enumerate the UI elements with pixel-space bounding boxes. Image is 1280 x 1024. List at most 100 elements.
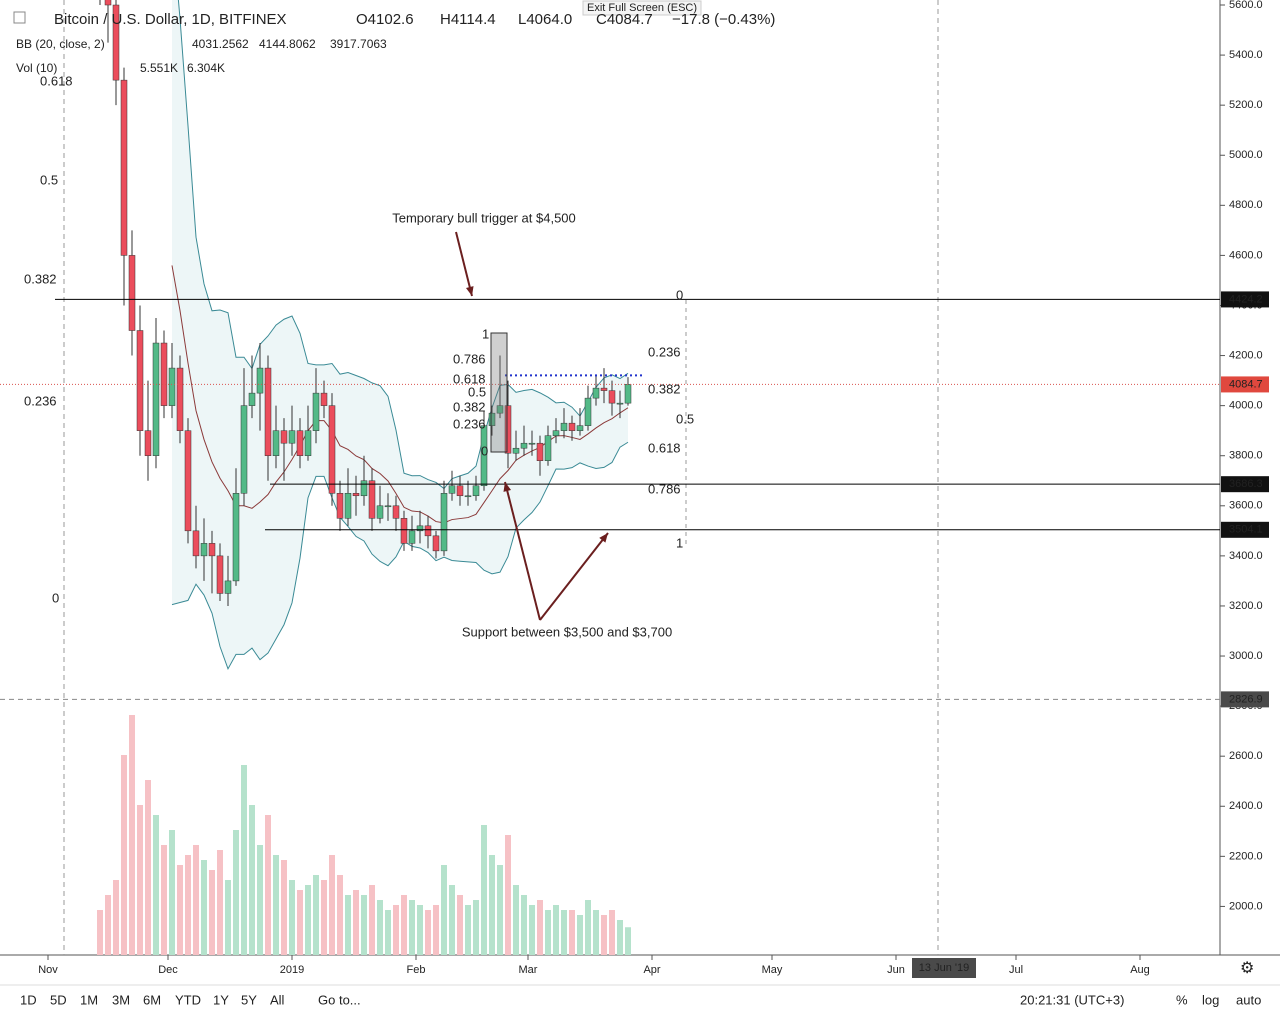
candle-body <box>216 555 224 594</box>
volume-bar <box>417 905 423 955</box>
toolbar-button[interactable]: Go to... <box>318 992 361 1007</box>
candle-body <box>152 342 160 456</box>
price-line-box <box>1221 291 1269 308</box>
toolbar-button[interactable]: YTD <box>175 992 201 1007</box>
candle-body <box>488 412 496 426</box>
candle-body <box>448 485 456 494</box>
y-tick-label: 2600.0 <box>1229 750 1263 762</box>
candle-body <box>224 580 232 594</box>
candle-body <box>408 530 416 544</box>
x-tick-label: Nov <box>38 964 58 976</box>
toolbar-button[interactable]: 6M <box>143 992 161 1007</box>
bb-label: BB (20, close, 2) <box>16 37 105 51</box>
crosshair-x-box <box>912 958 976 978</box>
collapse-icon[interactable] <box>13 11 26 24</box>
candle-body <box>416 525 424 532</box>
toolbar-button[interactable]: All <box>270 992 285 1007</box>
price-line-label: 4424.2 <box>1229 293 1263 305</box>
candle-body <box>432 535 440 552</box>
y-tick-label: 4200.0 <box>1229 349 1263 361</box>
toolbar-button[interactable]: 5D <box>50 992 67 1007</box>
exit-fullscreen-bg[interactable] <box>582 0 702 16</box>
candle-body <box>312 392 320 431</box>
last-price-label: 4084.7 <box>1229 378 1263 390</box>
x-tick-label: May <box>762 964 783 976</box>
scale-option[interactable]: log <box>1202 992 1219 1007</box>
volume-bar <box>473 900 479 955</box>
candle-body <box>472 485 480 497</box>
volume-bar <box>201 860 207 955</box>
x-tick-label: 2019 <box>280 964 304 976</box>
candle-body <box>168 367 176 406</box>
volume-bar <box>369 885 375 955</box>
volume-bar <box>601 915 607 955</box>
candle-body <box>440 493 448 552</box>
toolbar-button[interactable]: 1M <box>80 992 98 1007</box>
x-tick-label: Mar <box>519 964 538 976</box>
volume-bar <box>529 905 535 955</box>
plot-layer <box>97 0 632 955</box>
candle-body <box>192 530 200 557</box>
candle-body <box>344 493 352 519</box>
ohlc-value: C4084.7 <box>596 11 653 28</box>
volume-bar <box>441 865 447 955</box>
arrow <box>539 532 609 621</box>
candle-body <box>392 505 400 519</box>
toolbar-button[interactable]: 1Y <box>213 992 229 1007</box>
candle-body <box>512 447 520 454</box>
arrow <box>455 231 473 297</box>
ohlc-value: O4102.6 <box>356 11 414 28</box>
candle-body <box>256 367 264 394</box>
toolbar-button[interactable]: 1D <box>20 992 37 1007</box>
toolbar-button[interactable]: 5Y <box>241 992 257 1007</box>
candle-body <box>368 480 376 519</box>
volume-bar <box>297 890 303 955</box>
candle-body <box>584 397 592 426</box>
x-tick-label: Dec <box>158 964 178 976</box>
volume-bar <box>329 855 335 955</box>
volume-bar <box>209 870 215 955</box>
bollinger-upper <box>177 0 629 490</box>
candle-body <box>288 430 296 444</box>
volume-bar <box>225 880 231 955</box>
scale-option[interactable]: auto <box>1236 992 1261 1007</box>
volume-bar <box>409 900 415 955</box>
candle-body <box>424 525 432 537</box>
volume-bar <box>401 895 407 955</box>
candle-body <box>608 390 616 404</box>
candle-body <box>320 392 328 406</box>
exit-fullscreen[interactable]: Exit Full Screen (ESC) <box>587 2 697 14</box>
volume-bar <box>321 880 327 955</box>
volume-bar <box>377 900 383 955</box>
candle-body <box>560 422 568 431</box>
settings-icon[interactable]: ⚙ <box>1240 960 1254 977</box>
y-tick-label: 4800.0 <box>1229 199 1263 211</box>
fib-label: 0.618 <box>648 440 681 455</box>
y-tick-label: 3600.0 <box>1229 500 1263 512</box>
candle-body <box>504 405 512 454</box>
fib-label: 0 <box>676 287 683 302</box>
candle-body <box>240 405 248 494</box>
vol-value: 5.551K <box>140 61 178 75</box>
volume-bar <box>265 815 271 955</box>
volume-bar <box>481 825 487 955</box>
candle-body <box>480 425 488 487</box>
toolbar-button[interactable]: 3M <box>112 992 130 1007</box>
volume-bar <box>521 895 527 955</box>
volume-bar <box>177 865 183 955</box>
bollinger-lower <box>171 441 629 671</box>
symbol-title[interactable]: Bitcoin / U.S. Dollar, 1D, BITFINEX <box>54 11 287 28</box>
fib-label: 0.236 <box>24 393 57 408</box>
candle-body <box>376 505 384 519</box>
fib-label: 0.618 <box>40 73 73 88</box>
clock: 20:21:31 (UTC+3) <box>1020 992 1124 1007</box>
y-tick-label: 3800.0 <box>1229 450 1263 462</box>
candle-body <box>296 430 304 456</box>
volume-bar <box>249 805 255 955</box>
price-line-label: 3504.1 <box>1229 524 1263 536</box>
y-tick-label: 3400.0 <box>1229 550 1263 562</box>
y-tick-label: 4600.0 <box>1229 249 1263 261</box>
scale-option[interactable]: % <box>1176 992 1188 1007</box>
volume-bar <box>545 910 551 955</box>
